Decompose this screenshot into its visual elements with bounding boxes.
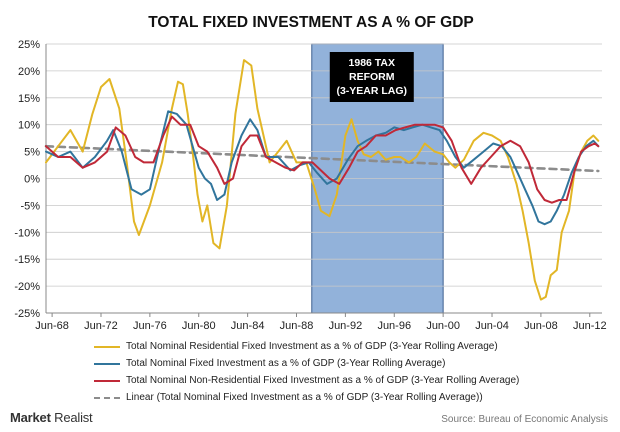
x-tick-label: Jun-04 <box>475 320 509 332</box>
legend-swatch-residential <box>94 345 120 348</box>
legend-label-linear: Linear (Total Nominal Fixed Investment a… <box>126 392 483 403</box>
y-tick-label: 0% <box>24 174 40 186</box>
y-tick-label: 5% <box>24 147 40 159</box>
series-line-total <box>45 110 600 226</box>
legend-item-residential: Total Nominal Residential Fixed Investme… <box>94 338 519 355</box>
x-tick-label: Jun-00 <box>426 320 460 332</box>
x-tick-label: Jun-76 <box>133 320 167 332</box>
annotation-line: (3-YEAR LAG) <box>336 85 407 97</box>
y-tick-label: 20% <box>18 66 40 78</box>
x-tick-label: Jun-96 <box>377 320 411 332</box>
y-tick-label: -15% <box>14 254 40 266</box>
chart-legend: Total Nominal Residential Fixed Investme… <box>94 338 519 406</box>
y-tick-label: -25% <box>14 308 40 320</box>
y-tick-label: 10% <box>18 120 40 132</box>
y-tick-label: 25% <box>18 39 40 51</box>
brand-logo: Market Realist <box>10 410 93 425</box>
legend-label-total: Total Nominal Fixed Investment as a % of… <box>126 358 446 369</box>
legend-label-nonresidential: Total Nominal Non-Residential Fixed Inve… <box>126 375 520 386</box>
series-line-nonresidential <box>45 115 600 204</box>
x-tick-label: Jun-68 <box>35 320 69 332</box>
brand-name-bold: Market <box>10 410 51 425</box>
y-tick-label: -20% <box>14 281 40 293</box>
x-tick-label: Jun-92 <box>329 320 363 332</box>
legend-item-total: Total Nominal Fixed Investment as a % of… <box>94 355 519 372</box>
series-line-linear-trend <box>44 144 600 173</box>
brand-name-rest: Realist <box>50 410 93 425</box>
x-tick-label: Jun-08 <box>524 320 558 332</box>
x-tick-label: Jun-80 <box>182 320 216 332</box>
legend-item-nonresidential: Total Nominal Non-Residential Fixed Inve… <box>94 372 519 389</box>
legend-swatch-total <box>94 362 120 365</box>
x-tick-label: Jun-72 <box>84 320 118 332</box>
x-tick-label: Jun-84 <box>231 320 265 332</box>
y-tick-label: 15% <box>18 93 40 105</box>
source-note: Source: Bureau of Economic Analysis <box>441 414 608 425</box>
y-tick-label: -5% <box>20 200 40 212</box>
annotation-line: REFORM <box>349 71 395 83</box>
legend-swatch-nonresidential <box>94 379 120 382</box>
legend-label-residential: Total Nominal Residential Fixed Investme… <box>126 341 498 352</box>
series-line-residential <box>45 59 600 301</box>
x-tick-label: Jun-88 <box>280 320 314 332</box>
annotation-box <box>329 52 414 102</box>
x-tick-label: Jun-12 <box>573 320 607 332</box>
y-tick-label: -10% <box>14 227 40 239</box>
legend-swatch-linear <box>94 396 120 399</box>
line-chart: TOTAL FIXED INVESTMENT AS A % OF GDP -25%… <box>14 14 607 332</box>
chart-title: TOTAL FIXED INVESTMENT AS A % OF GDP <box>148 14 474 31</box>
legend-item-linear: Linear (Total Nominal Fixed Investment a… <box>94 389 519 406</box>
annotation-line: 1986 TAX <box>349 57 396 69</box>
